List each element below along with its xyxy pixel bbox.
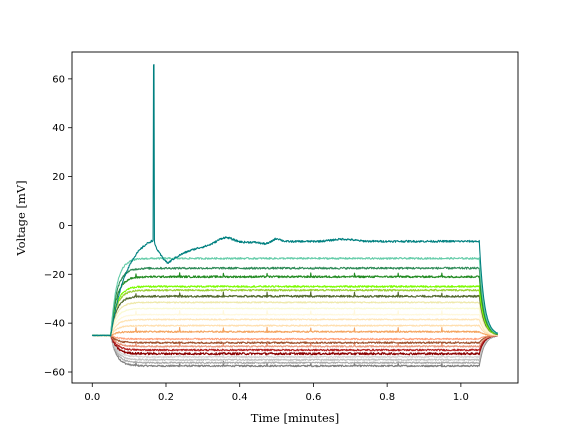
x-tick-label: 1.0 xyxy=(453,392,469,403)
voltage-trace xyxy=(92,334,498,365)
voltage-trace xyxy=(92,334,499,352)
voltage-trace xyxy=(92,334,498,341)
x-tick-label: 0.2 xyxy=(158,392,174,403)
voltage-trace xyxy=(91,301,499,337)
x-axis-ticks: 0.0 0.2 0.4 0.6 0.8 1.0 xyxy=(84,383,469,403)
y-axis-label: Voltage [mV] xyxy=(14,180,28,256)
voltage-trace xyxy=(92,272,499,337)
x-tick-label: 0.0 xyxy=(84,392,100,403)
trace-group xyxy=(91,64,499,368)
y-tick-label: −60 xyxy=(44,368,65,379)
x-tick-label: 0.6 xyxy=(305,392,321,403)
voltage-trace xyxy=(92,291,499,337)
voltage-trace xyxy=(92,334,498,362)
axes: 0.0 0.2 0.4 0.6 0.8 1.0 −60 −40 −20 0 20 40 60 xyxy=(44,51,519,403)
x-axis-label: Time [minutes] xyxy=(251,411,339,425)
voltage-trace xyxy=(91,288,499,337)
y-tick-label: −40 xyxy=(44,319,65,330)
y-tick-label: 60 xyxy=(52,74,65,85)
x-tick-label: 0.8 xyxy=(379,392,395,403)
y-axis-ticks: −60 −40 −20 0 20 40 60 xyxy=(44,74,72,379)
voltage-trace xyxy=(92,324,498,337)
y-tick-label: 0 xyxy=(59,221,65,232)
voltage-trace xyxy=(92,334,499,356)
voltage-trace xyxy=(92,334,498,359)
x-tick-label: 0.4 xyxy=(232,392,248,403)
voltage-trace xyxy=(92,334,498,368)
y-tick-label: 20 xyxy=(52,172,65,183)
voltage-trace xyxy=(91,334,499,348)
voltage-trace xyxy=(92,326,498,337)
voltage-trace xyxy=(91,285,499,337)
plot-frame xyxy=(71,51,519,384)
voltage-trace xyxy=(92,318,499,337)
voltage-trace xyxy=(92,266,498,337)
voltage-trace xyxy=(92,334,498,345)
y-tick-label: 40 xyxy=(52,123,65,134)
voltage-trace xyxy=(91,64,499,337)
voltage-trace xyxy=(91,257,499,337)
voltage-trace xyxy=(92,309,498,337)
y-tick-label: −20 xyxy=(44,270,65,281)
voltage-trace xyxy=(91,307,499,337)
